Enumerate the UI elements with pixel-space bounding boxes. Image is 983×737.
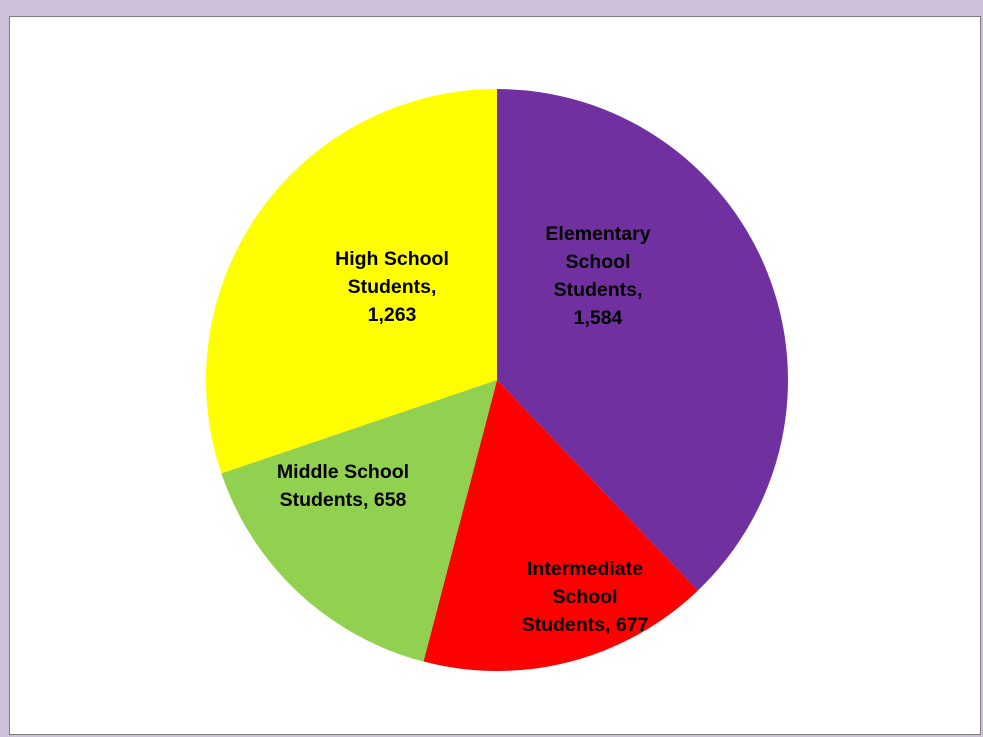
slice-label-elementary: Elementary School Students, 1,584: [545, 223, 650, 329]
pie-slices: [206, 89, 788, 672]
slice-label-line: Elementary: [545, 223, 650, 245]
pie-slice-intermediate: [423, 380, 698, 672]
pie-slice-high: [206, 89, 497, 474]
slice-label-line: 1,584: [574, 307, 623, 329]
slice-label-line: Students, 677: [522, 614, 649, 636]
slice-label-line: Intermediate: [527, 558, 643, 580]
slice-label-line: Middle School: [277, 461, 409, 483]
pie-slice-middle: [221, 380, 497, 662]
slice-label-middle: Middle School Students, 658: [277, 461, 409, 511]
slice-label-line: School: [552, 586, 617, 608]
slice-label-line: Students,: [554, 279, 643, 301]
slice-label-line: Students, 658: [280, 489, 407, 511]
slice-label-line: School: [565, 251, 630, 273]
slice-label-line: 1,263: [368, 304, 417, 326]
pie-slice-elementary: [497, 89, 788, 591]
slice-label-line: Students,: [348, 276, 437, 298]
slice-label-line: High School: [335, 248, 449, 270]
slice-label-intermediate: Intermediate School Students, 677: [522, 558, 649, 636]
slice-labels: Elementary School Students, 1,584 Intermedia…: [277, 223, 651, 636]
slice-label-high: High School Students, 1,263: [335, 248, 449, 326]
